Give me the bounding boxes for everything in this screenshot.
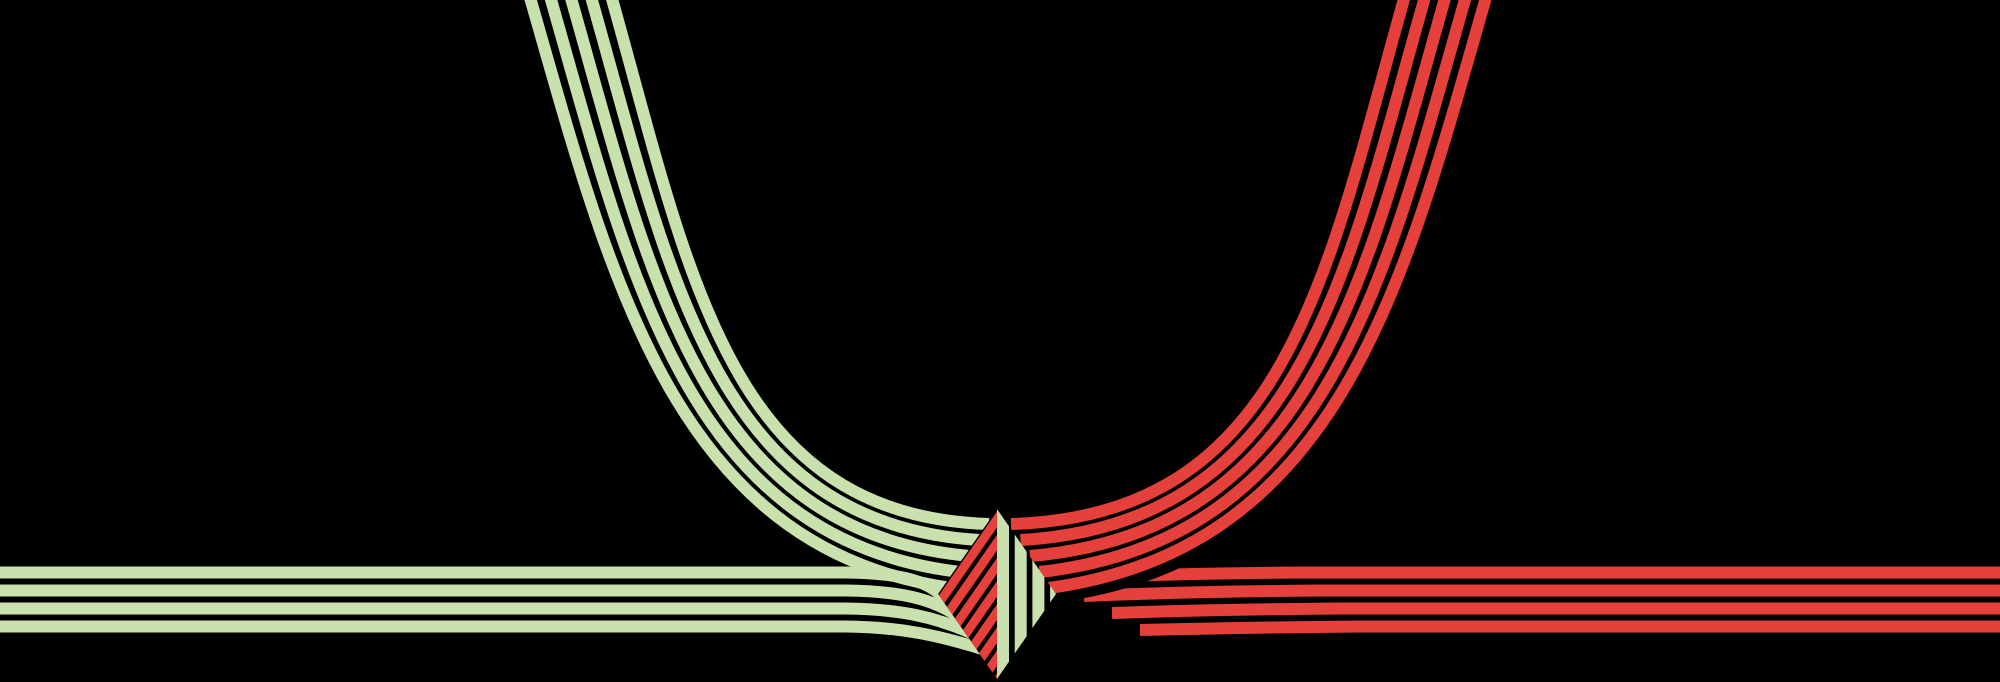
knot-left-stripe xyxy=(938,509,997,679)
red-curve-band xyxy=(1010,0,1494,605)
green-curve-stripe xyxy=(585,0,980,546)
red-curve-stripe xyxy=(1038,0,1472,578)
knot-left-stripe xyxy=(938,509,997,679)
red-curve-stripe xyxy=(1048,0,1492,594)
green-horizontal-stripe xyxy=(0,584,964,623)
knot-left-red-half xyxy=(938,509,997,679)
green-horizontal-stripe xyxy=(0,602,976,640)
green-horizontal-stripe xyxy=(0,620,989,657)
green-curve-stripe xyxy=(565,0,971,562)
red-curve-stripe xyxy=(1029,0,1451,562)
knot-left-stripe xyxy=(938,509,997,679)
red-horizontal-stripe xyxy=(1055,566,2000,585)
red-curve-stripe xyxy=(1010,0,1410,530)
knot-left-stripe xyxy=(938,509,997,679)
green-curve-stripe xyxy=(524,0,952,594)
green-horizontal-band xyxy=(0,566,989,657)
red-horizontal-stripe xyxy=(1111,602,2000,619)
knot-left-stripe xyxy=(938,509,997,679)
red-curve-stripe xyxy=(1020,0,1431,546)
red-horizontal-band xyxy=(1055,566,2000,636)
red-horizontal-stripe xyxy=(1139,620,2000,636)
green-curve-stripe xyxy=(606,0,990,530)
green-curve-stripe xyxy=(544,0,962,578)
green-curve-band xyxy=(524,0,990,594)
red-horizontal-stripe xyxy=(1083,584,2000,602)
